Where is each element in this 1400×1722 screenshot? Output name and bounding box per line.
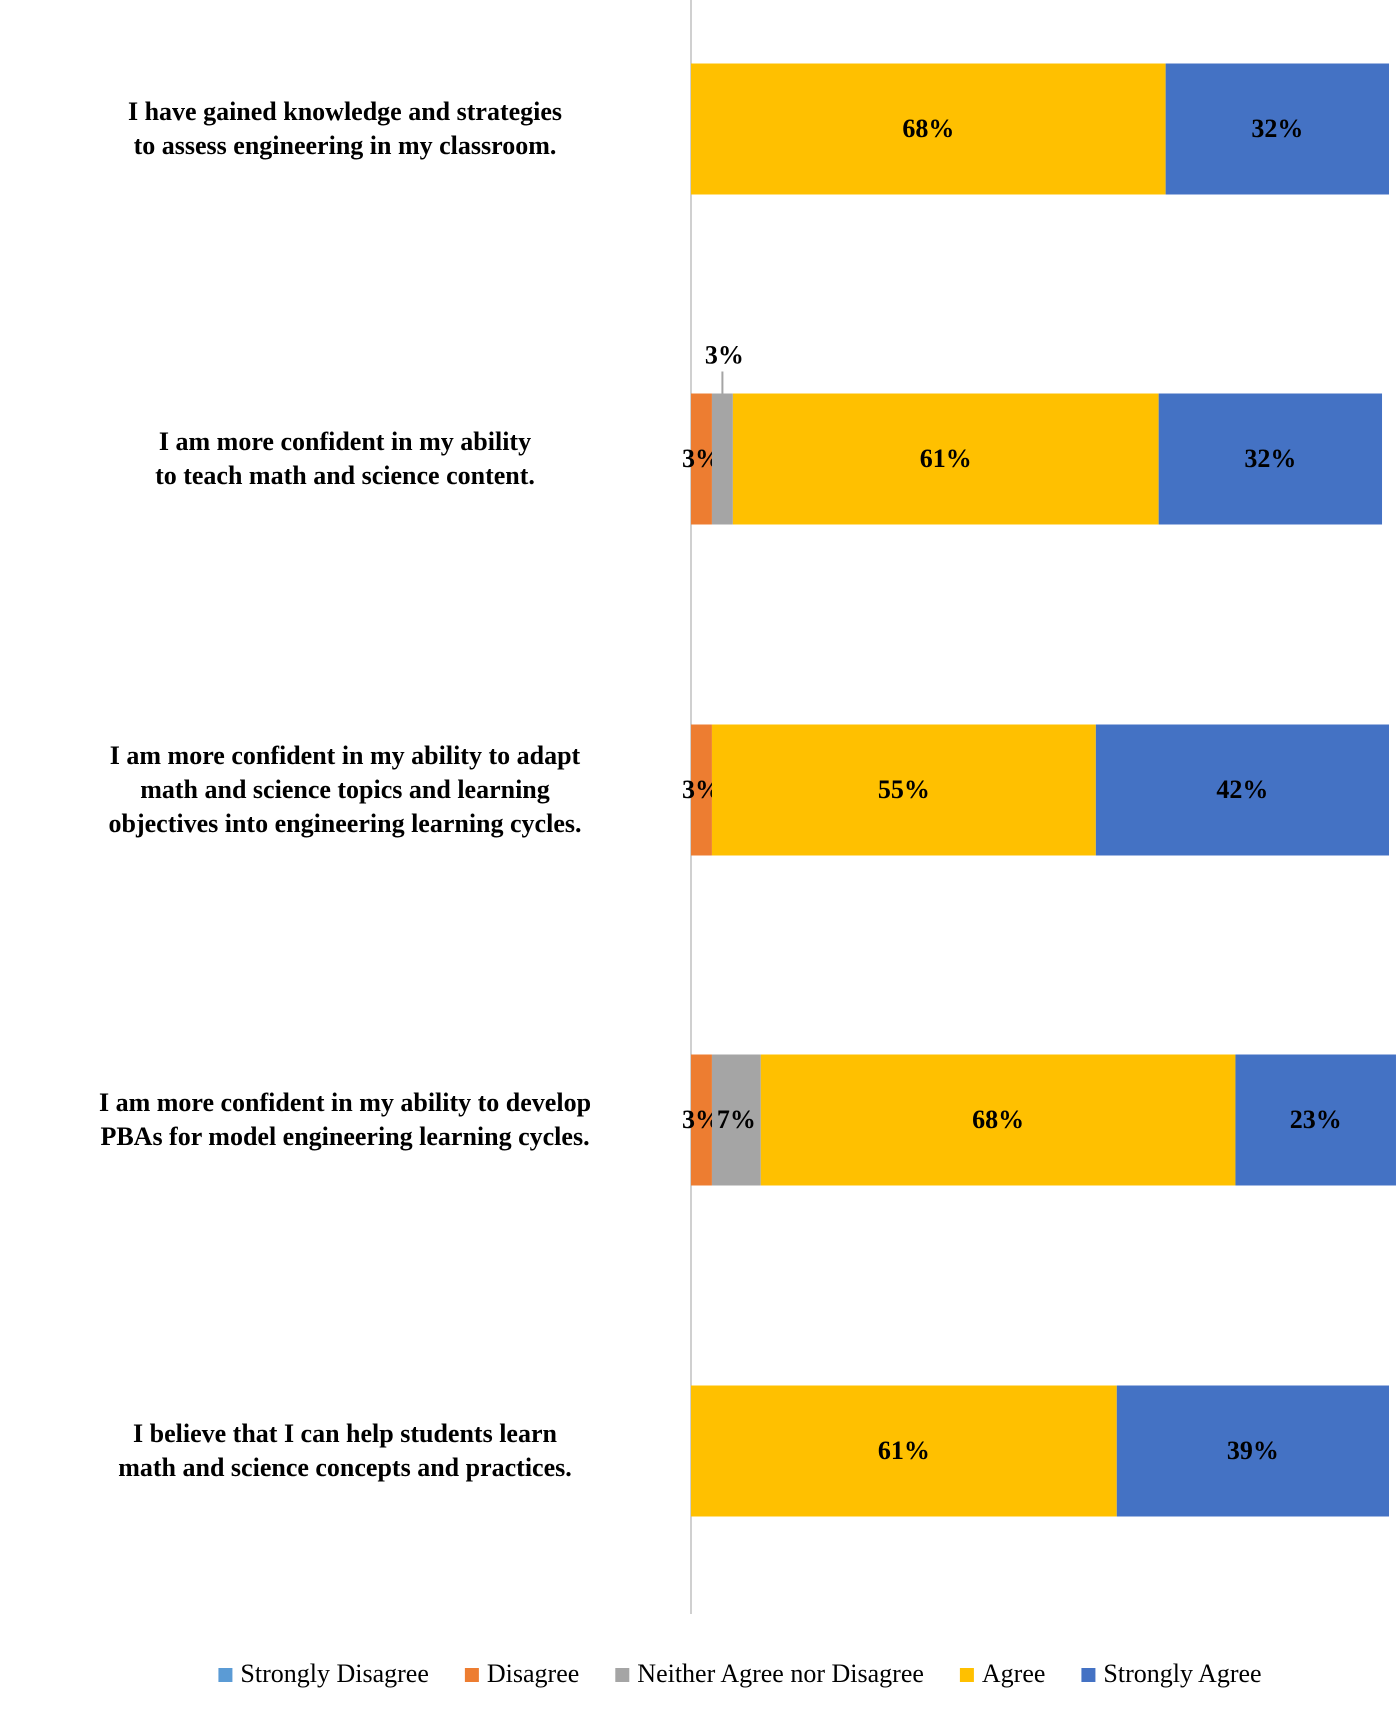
legend-label: Strongly Disagree (240, 1659, 428, 1688)
value-label: 3% (705, 340, 744, 369)
value-label: 32% (1251, 114, 1303, 143)
legend-label: Strongly Agree (1103, 1659, 1261, 1688)
legend-item: Disagree (464, 1659, 579, 1688)
category-label: I am more confident in my ability to dev… (98, 1088, 592, 1151)
value-label: 39% (1227, 1436, 1279, 1465)
value-label: 42% (1216, 775, 1268, 804)
category-label: I have gained knowledge and strategies t… (127, 97, 563, 160)
bar-segment (1235, 1054, 1396, 1186)
value-label: 61% (920, 444, 972, 473)
value-label: 32% (1244, 444, 1296, 473)
value-label: 55% (878, 775, 930, 804)
bar-segment (732, 393, 1159, 525)
legend-item: Neither Agree nor Disagree (615, 1659, 924, 1688)
legend-item: Strongly Disagree (218, 1659, 429, 1688)
bar-segment (711, 724, 1096, 856)
legend-item: Agree (959, 1659, 1046, 1688)
legend-label: Agree (982, 1659, 1046, 1688)
legend-label: Neither Agree nor Disagree (637, 1659, 924, 1688)
bar-segment (691, 1385, 1117, 1517)
bar-segment (1165, 63, 1389, 195)
bar-segment (691, 393, 712, 525)
value-label: 7% (717, 1105, 756, 1134)
bar-segment (691, 724, 712, 856)
bar-segment (760, 1054, 1236, 1186)
bar-segment (1095, 724, 1389, 856)
value-label: 23% (1290, 1105, 1342, 1134)
bar-segment (711, 393, 733, 525)
bar-segment (1158, 393, 1383, 525)
category-label: I am more confident in my ability to tea… (155, 427, 535, 490)
bar-segment (1116, 1385, 1389, 1517)
category-label: I believe that I can help students learn… (118, 1419, 572, 1482)
value-label: 68% (972, 1105, 1024, 1134)
value-label: 61% (878, 1436, 930, 1465)
bar-segment (691, 63, 1166, 195)
legend-marker (1081, 1668, 1096, 1682)
value-label: 68% (902, 114, 954, 143)
legend-marker (464, 1668, 479, 1682)
bar-segment (711, 1054, 761, 1186)
legend-marker (218, 1668, 233, 1682)
bar-segment (691, 1054, 712, 1186)
legend-marker (615, 1668, 630, 1682)
legend-item: Strongly Agree (1081, 1659, 1262, 1688)
legend-label: Disagree (487, 1659, 579, 1688)
category-label: I am more confident in my ability to ada… (108, 741, 582, 838)
legend-marker (959, 1668, 974, 1682)
